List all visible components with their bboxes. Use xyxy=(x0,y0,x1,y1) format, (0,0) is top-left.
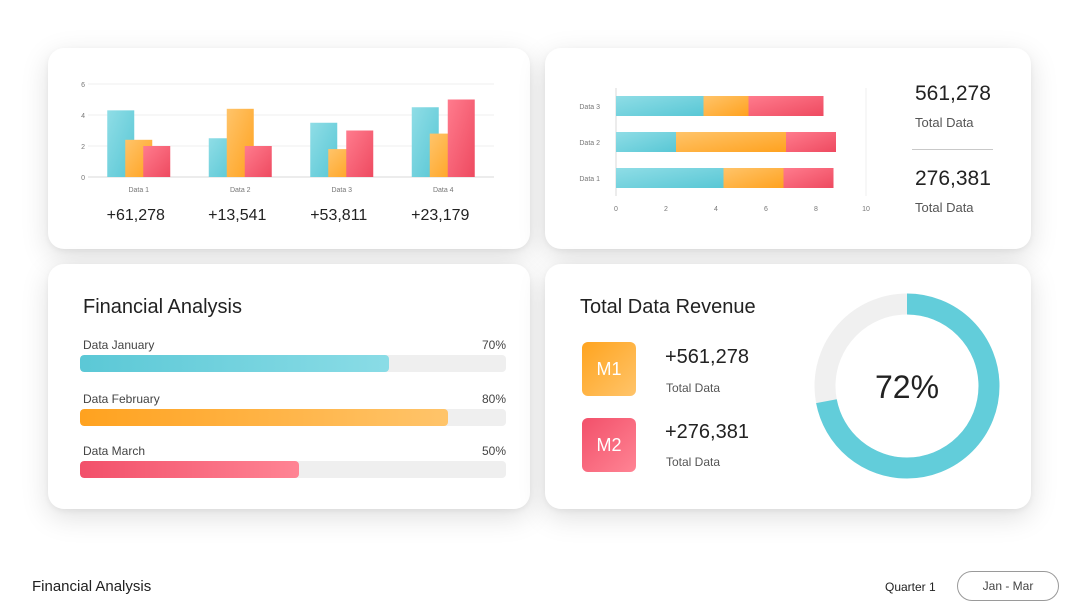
stacked-bar-card: 0 2 4 6 8 10 Data 1 Data 2 Data 3 561,278 Total … xyxy=(545,48,1031,249)
column-chart: 0 2 4 6 Data 1 +61,278 Data 2 +13,541 Data 3 +53,… xyxy=(81,82,494,224)
y-tick-label: Data 2 xyxy=(579,140,600,147)
y-tick-label: Data 3 xyxy=(579,104,600,111)
revenue-card: Total Data Revenue M1 +561,278 Total Dat… xyxy=(545,264,1031,509)
progress-fill xyxy=(80,409,449,426)
x-tick-label: 10 xyxy=(862,206,870,213)
revenue-label: Total Data xyxy=(666,455,721,469)
column-bar xyxy=(447,99,475,177)
progress-percent: 50% xyxy=(481,444,506,458)
progress-track xyxy=(80,409,506,426)
y-tick-label: Data 1 xyxy=(579,176,600,183)
progress-percent: 80% xyxy=(481,392,506,406)
totals-divider xyxy=(912,149,993,150)
x-tick-label: 0 xyxy=(614,206,618,213)
progress-percent: 70% xyxy=(481,338,506,352)
y-tick-label: 4 xyxy=(81,113,85,120)
delta-value: +23,179 xyxy=(411,207,469,224)
stacked-segment xyxy=(616,132,676,152)
total-block-2: 276,381 Total Data xyxy=(915,167,991,215)
donut-arc xyxy=(814,293,1000,479)
column-bar xyxy=(346,130,374,177)
y-tick-label: 0 xyxy=(81,175,85,182)
total-label: Total Data xyxy=(915,200,974,215)
progress-label: Data January xyxy=(83,338,155,352)
delta-value: +53,811 xyxy=(310,207,367,224)
progress-fill xyxy=(80,355,389,372)
y-tick-label: 6 xyxy=(81,82,85,89)
revenue-value: +561,278 xyxy=(665,346,749,368)
total-label: Total Data xyxy=(915,115,974,130)
donut-chart: 72% xyxy=(814,293,1000,479)
revenue-value: +276,381 xyxy=(665,421,749,443)
stacked-segment xyxy=(748,96,824,116)
progress-fill xyxy=(80,461,300,478)
month-badge-m2: M2 xyxy=(582,418,636,472)
progress-label: Data February xyxy=(83,392,160,406)
y-tick-label: 2 xyxy=(81,144,85,151)
x-tick-label: Data 2 xyxy=(230,187,251,194)
stacked-segment xyxy=(616,168,724,188)
stacked-bar-chart: 0 2 4 6 8 10 Data 1 Data 2 Data 3 xyxy=(579,88,870,213)
progress-label: Data March xyxy=(83,444,146,458)
column-bar xyxy=(244,146,272,177)
month-badge-m1: M1 xyxy=(582,342,636,396)
financial-analysis-title: Financial Analysis xyxy=(83,296,242,318)
x-tick-label: Data 3 xyxy=(331,187,352,194)
revenue-title: Total Data Revenue xyxy=(580,296,756,318)
progress-track xyxy=(80,355,506,372)
revenue-label: Total Data xyxy=(666,381,721,395)
quarter-label: Quarter 1 xyxy=(885,580,936,594)
stacked-segment xyxy=(723,168,784,188)
stacked-segment xyxy=(783,168,834,188)
column-bar xyxy=(143,146,171,177)
delta-value: +13,541 xyxy=(208,207,266,224)
total-value: 561,278 xyxy=(915,82,991,105)
stacked-segment xyxy=(703,96,749,116)
x-tick-label: Data 4 xyxy=(433,187,454,194)
date-range-pill[interactable]: Jan - Mar xyxy=(957,571,1059,601)
x-tick-label: 2 xyxy=(664,206,668,213)
donut-percent: 72% xyxy=(875,369,939,405)
stacked-segment xyxy=(786,132,836,152)
total-block-1: 561,278 Total Data xyxy=(915,82,991,130)
x-tick-label: 8 xyxy=(814,206,818,213)
x-tick-label: 4 xyxy=(714,206,718,213)
footer-title: Financial Analysis xyxy=(32,578,152,595)
progress-track xyxy=(80,461,506,478)
footer-bar xyxy=(0,561,1080,608)
total-value: 276,381 xyxy=(915,167,991,190)
stacked-segment xyxy=(676,132,786,152)
stacked-segment xyxy=(616,96,704,116)
x-tick-label: 6 xyxy=(764,206,768,213)
delta-value: +61,278 xyxy=(107,207,165,224)
column-chart-card: 0 2 4 6 Data 1 +61,278 Data 2 +13,541 Data 3 +53,… xyxy=(48,48,530,249)
x-tick-label: Data 1 xyxy=(128,187,149,194)
financial-analysis-card: Financial Analysis Data January 70% Data… xyxy=(48,264,530,509)
